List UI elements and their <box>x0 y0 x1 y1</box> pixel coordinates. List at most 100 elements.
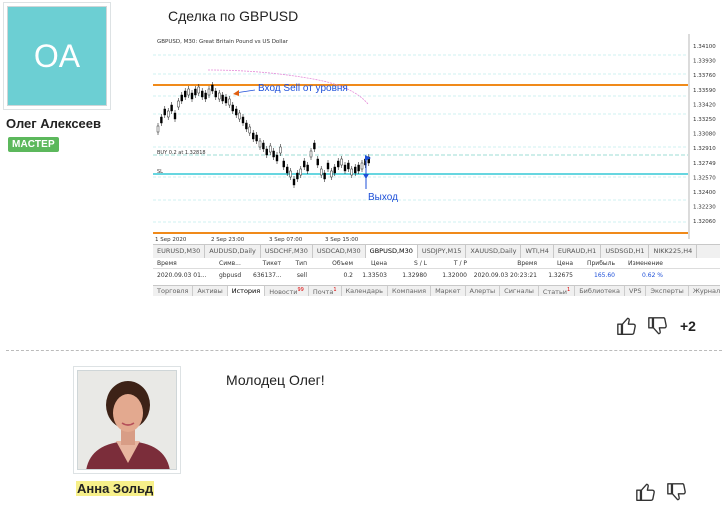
thumbs-up-icon <box>617 317 636 335</box>
symbol-tab[interactable]: USDSGD,H1 <box>601 245 650 258</box>
table-header-cell[interactable]: Прибыль <box>586 259 615 267</box>
author-avatar[interactable]: OA <box>7 6 107 106</box>
candle-body <box>296 172 299 180</box>
candle-body <box>251 132 255 140</box>
table-header-cell[interactable]: Время <box>517 259 537 267</box>
price-tick-label: 1.32910 <box>693 146 716 152</box>
thumbs-down-icon <box>648 317 667 335</box>
like-button[interactable] <box>616 315 638 342</box>
chart-header: GBPUSD, M30: Great Britain Pound vs US D… <box>157 39 288 45</box>
candle-body <box>221 94 224 102</box>
likes-count[interactable]: +2 <box>680 318 696 334</box>
candle-body <box>231 104 235 112</box>
symbol-tab[interactable]: WTI,H4 <box>521 245 554 258</box>
candle-body <box>194 88 197 96</box>
thumbs-down-icon <box>667 483 686 501</box>
terminal-tab[interactable]: Календарь <box>342 286 388 296</box>
candle-body <box>336 160 340 168</box>
symbol-tab[interactable]: USDCHF,M30 <box>261 245 313 258</box>
candle-body <box>282 160 286 168</box>
candle-body <box>177 100 180 108</box>
terminal-tabs: Торговля Активы История Новости99 Почта1 Кале… <box>153 285 720 296</box>
table-cell: gbpusd <box>219 271 242 279</box>
candle-body <box>326 162 330 170</box>
symbol-tab[interactable]: GBPUSD,M30 <box>365 245 418 258</box>
symbol-tab[interactable]: USDJPY,M15 <box>418 245 467 258</box>
terminal-tab[interactable]: Активы <box>193 286 228 296</box>
price-tick-label: 1.33590 <box>693 88 716 94</box>
table-cell: 2020.09.03 20:23:21 <box>473 271 537 279</box>
terminal-tab[interactable]: Сигналы <box>500 286 539 296</box>
time-tick-label: 3 Sep 07:00 <box>269 237 303 243</box>
symbol-tab[interactable]: USDCAD,M30 <box>313 245 366 258</box>
exit-annotation: Выход <box>368 192 398 203</box>
table-header-cell[interactable]: Цена <box>371 259 387 267</box>
author-badge: МАСТЕР <box>8 137 59 152</box>
terminal-tab[interactable]: Эксперты <box>646 286 689 296</box>
candle-body <box>313 142 316 150</box>
table-cell: 1.33503 <box>362 271 387 279</box>
comment-dislike-button[interactable] <box>666 481 688 508</box>
dislike-button[interactable] <box>647 315 669 342</box>
price-tick-label: 1.32570 <box>693 175 716 181</box>
terminal-tab[interactable]: Маркет <box>431 286 466 296</box>
price-tick-label: 1.34100 <box>693 44 716 50</box>
terminal-tab[interactable]: Новости99 <box>265 286 309 296</box>
table-cell: 0.62 % <box>642 271 663 279</box>
terminal-tab[interactable]: Журнал <box>689 286 720 296</box>
trade-screenshot[interactable]: 1.34100 1.33930 1.33760 1.33590 1.33420 1.332… <box>153 34 720 296</box>
terminal-tab[interactable]: Алерты <box>466 286 501 296</box>
symbol-tab[interactable]: EURAUD,H1 <box>554 245 602 258</box>
candle-body <box>204 92 207 100</box>
candle-body <box>299 168 303 176</box>
candle-body <box>238 112 241 120</box>
candle-body <box>285 166 289 174</box>
terminal-tab[interactable]: Статьи1 <box>539 286 576 296</box>
time-tick-label: 3 Sep 15:00 <box>325 237 359 243</box>
tab-count-badge: 1 <box>333 287 337 293</box>
table-header-cell[interactable]: Цена <box>557 259 573 267</box>
candle-body <box>289 170 292 178</box>
table-header-cell[interactable]: Изменение <box>627 259 663 267</box>
candle-body <box>306 164 309 172</box>
commenter-avatar[interactable] <box>77 370 177 470</box>
candle-body <box>340 158 343 166</box>
symbol-tab[interactable]: NIKK225,H4 <box>649 245 698 258</box>
comment-text: Молодец Олег! <box>226 372 325 388</box>
price-tick-label: 1.33930 <box>693 59 716 65</box>
candle-body <box>347 162 350 170</box>
candle-body <box>173 112 177 120</box>
table-header-cell[interactable]: Тикет <box>262 259 281 267</box>
comment-like-button[interactable] <box>635 481 657 508</box>
candle-body <box>224 96 228 104</box>
candle-body <box>197 86 200 94</box>
terminal-tab[interactable]: Библиотека <box>575 286 625 296</box>
symbol-tab[interactable]: XAUUSD,Daily <box>466 245 522 258</box>
symbol-tab[interactable]: EURUSD,M30 <box>153 245 206 258</box>
commenter-name[interactable]: Анна Зольд <box>76 481 155 496</box>
table-header-cell[interactable]: Объем <box>332 259 353 267</box>
candle-body <box>350 168 354 176</box>
candle-body <box>217 92 221 100</box>
candle-body <box>272 150 275 158</box>
terminal-tab[interactable]: Торговля <box>153 286 194 296</box>
candle-body <box>292 178 296 186</box>
author-name[interactable]: Олег Алексеев <box>6 116 102 131</box>
terminal-tab[interactable]: Почта1 <box>309 286 342 296</box>
table-header-cell[interactable]: Время <box>157 259 177 267</box>
terminal-tab[interactable]: Компания <box>388 286 432 296</box>
symbol-tab[interactable]: AUDUSD,Daily <box>205 245 261 258</box>
table-header-cell[interactable]: T / P <box>453 259 467 267</box>
table-cell: 1.32980 <box>402 271 427 279</box>
table-header-cell[interactable]: Симв... <box>219 259 241 267</box>
table-header-cell[interactable]: S / L <box>414 259 427 267</box>
candle-body <box>353 166 357 174</box>
terminal-tab[interactable]: История <box>227 286 266 296</box>
table-row[interactable]: 2020.09.03 01... gbpusd 636137... sell 0.2 1.… <box>153 269 720 281</box>
candle-body <box>323 172 326 180</box>
table-header-cell[interactable]: Тип <box>295 259 308 267</box>
table-cell: sell <box>296 271 307 279</box>
candle-body <box>248 126 252 134</box>
terminal-tab[interactable]: VPS <box>625 286 647 296</box>
candle-body <box>262 142 265 150</box>
